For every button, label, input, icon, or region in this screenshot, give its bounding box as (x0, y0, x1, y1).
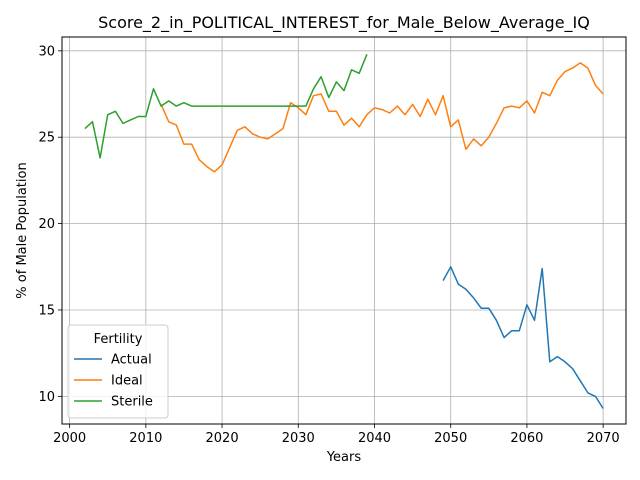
legend-label-sterile: Sterile (111, 395, 153, 410)
x-tick-label: 2070 (587, 431, 620, 446)
x-tick-label: 2030 (282, 431, 315, 446)
legend-box (67, 324, 169, 419)
legend: Fertility Actual Ideal Sterile (67, 324, 169, 419)
x-tick-label: 2060 (510, 431, 543, 446)
x-tick-label: 2010 (129, 431, 162, 446)
series-line-sterile (84, 54, 368, 159)
x-axis-label: Years (326, 450, 362, 465)
x-tick-label: 2000 (53, 431, 86, 446)
series-line-actual (442, 266, 604, 409)
y-tick-label: 10 (38, 390, 55, 405)
y-tick-label: 30 (38, 44, 55, 59)
plot-area-frame (61, 36, 627, 425)
series-lines (84, 54, 604, 409)
legend-label-ideal: Ideal (111, 374, 143, 389)
x-tick-label: 2050 (434, 431, 467, 446)
y-tick-label: 15 (38, 303, 55, 318)
y-axis-label: % of Male Population (15, 162, 30, 298)
legend-label-actual: Actual (111, 353, 152, 368)
axis-ticks: 2000 2010 2020 2030 2040 2050 2060 2070 10 15 20 25… (38, 44, 619, 446)
y-tick-label: 20 (38, 217, 55, 232)
x-tick-label: 2020 (206, 431, 239, 446)
y-tick-label: 25 (38, 131, 55, 146)
series-line-ideal (160, 62, 604, 173)
chart-title: Score_2_in_POLITICAL_INTEREST_for_Male_B… (98, 13, 590, 33)
x-tick-label: 2040 (358, 431, 391, 446)
legend-title: Fertility (94, 332, 143, 347)
